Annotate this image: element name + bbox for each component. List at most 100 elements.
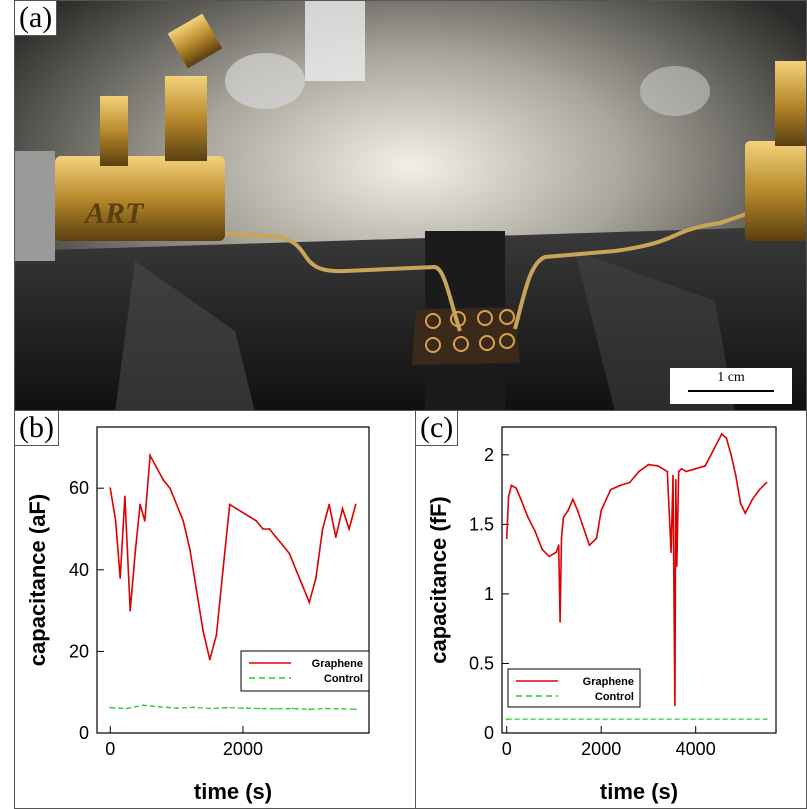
x-axis-label: time (s) bbox=[600, 779, 678, 804]
data-point-graphene bbox=[288, 552, 291, 555]
data-point-graphene bbox=[666, 470, 669, 473]
x-tick-label: 2000 bbox=[223, 739, 263, 759]
data-point-graphene bbox=[562, 516, 565, 519]
probe-brand-text: ART bbox=[83, 197, 145, 230]
data-point-graphene bbox=[685, 470, 688, 473]
data-point-graphene bbox=[765, 481, 768, 484]
data-point-graphene bbox=[321, 528, 324, 530]
data-point-graphene bbox=[751, 498, 754, 501]
left-probe-block bbox=[55, 156, 225, 241]
data-point-graphene bbox=[559, 620, 562, 623]
data-point-graphene bbox=[588, 544, 591, 547]
data-point-graphene bbox=[638, 470, 640, 473]
data-point-control bbox=[208, 707, 211, 710]
data-point-graphene bbox=[758, 488, 761, 491]
electrode-pads bbox=[425, 309, 515, 353]
data-point-graphene bbox=[720, 433, 723, 435]
data-point-graphene bbox=[581, 523, 584, 526]
data-point-control bbox=[258, 707, 261, 710]
data-point-graphene bbox=[354, 503, 357, 506]
data-point-graphene bbox=[114, 519, 117, 522]
data-point-control bbox=[765, 718, 768, 720]
series-line-graphene bbox=[109, 452, 357, 660]
chart-panel-b: (b) 0 2000 0 20 40 60 time (s) capacitance (aF)… bbox=[14, 410, 416, 809]
data-point-graphene bbox=[595, 537, 598, 540]
data-point-graphene bbox=[143, 519, 146, 522]
data-point-control bbox=[275, 708, 278, 710]
background-knob-right bbox=[640, 66, 710, 116]
data-point-graphene bbox=[734, 474, 737, 477]
y-tick-label: 20 bbox=[69, 641, 89, 661]
chart-panel-c: (c) 0 2000 4000 0 0.5 1 1.5 2 time (s) capacitanc… bbox=[415, 410, 807, 809]
background-knob bbox=[225, 53, 305, 109]
data-point-graphene bbox=[155, 466, 158, 469]
data-point-graphene bbox=[730, 453, 733, 456]
data-point-graphene bbox=[242, 511, 244, 514]
data-point-graphene bbox=[694, 467, 697, 470]
data-point-graphene bbox=[600, 509, 603, 512]
data-point-control bbox=[142, 704, 145, 707]
panel-label-c: (c) bbox=[416, 411, 459, 446]
data-point-graphene bbox=[555, 551, 558, 554]
data-point-graphene bbox=[308, 601, 311, 604]
data-point-graphene bbox=[328, 503, 331, 506]
data-point-graphene bbox=[571, 498, 574, 501]
data-point-graphene bbox=[235, 507, 238, 510]
data-point-graphene bbox=[534, 530, 536, 533]
data-point-graphene bbox=[628, 481, 631, 484]
data-point-graphene bbox=[541, 548, 544, 551]
legend-box bbox=[507, 668, 641, 708]
data-point-graphene bbox=[139, 503, 142, 506]
left-connector bbox=[100, 96, 128, 166]
y-tick-label: 60 bbox=[69, 478, 89, 498]
legend-label-graphene: Graphene bbox=[312, 658, 363, 670]
data-point-control bbox=[109, 706, 112, 709]
data-point-graphene bbox=[295, 568, 297, 571]
data-point-graphene bbox=[315, 577, 317, 579]
data-point-graphene bbox=[182, 519, 185, 522]
data-point-graphene bbox=[677, 470, 680, 473]
tape-wrinkle bbox=[115, 261, 255, 410]
y-tick-label: 2 bbox=[484, 445, 494, 465]
data-point-graphene bbox=[560, 537, 563, 540]
data-point-control bbox=[159, 705, 161, 708]
data-point-graphene bbox=[739, 502, 742, 505]
data-point-control bbox=[225, 706, 228, 709]
data-point-graphene bbox=[188, 548, 191, 551]
data-point-graphene bbox=[301, 585, 304, 588]
y-tick-label: 1.5 bbox=[469, 514, 494, 534]
y-tick-label: 1 bbox=[484, 584, 494, 604]
x-axis-label: time (s) bbox=[194, 779, 272, 804]
data-point-control bbox=[308, 708, 311, 711]
data-point-graphene bbox=[208, 658, 211, 661]
data-point-graphene bbox=[123, 495, 126, 498]
data-point-graphene bbox=[674, 478, 677, 481]
capacitance-chart-c: 0 2000 4000 0 0.5 1 1.5 2 time (s) capacitance (f… bbox=[426, 426, 777, 804]
data-point-graphene bbox=[195, 589, 198, 592]
panel-label-a: (a) bbox=[15, 1, 58, 36]
background-block bbox=[305, 1, 365, 81]
data-point-control bbox=[291, 707, 294, 710]
data-point-graphene bbox=[507, 495, 510, 498]
photo-panel-a: (a) bbox=[14, 0, 807, 411]
y-axis-label: capacitance (aF) bbox=[25, 494, 50, 666]
probe-station-photo: ART bbox=[15, 1, 806, 410]
right-connector bbox=[775, 61, 806, 146]
data-point-graphene bbox=[576, 509, 579, 512]
data-point-control bbox=[175, 707, 178, 710]
data-point-graphene bbox=[281, 544, 284, 547]
plot-frame bbox=[501, 426, 777, 734]
y-tick-label: 40 bbox=[69, 560, 89, 580]
data-point-graphene bbox=[341, 507, 344, 510]
legend-label-graphene: Graphene bbox=[583, 676, 634, 688]
data-point-graphene bbox=[656, 465, 659, 467]
right-probe-needle bbox=[513, 209, 756, 330]
left-elbow-connector bbox=[167, 13, 223, 69]
y-axis-label: capacitance (fF) bbox=[426, 496, 451, 664]
data-point-graphene bbox=[275, 536, 278, 539]
data-point-control bbox=[125, 707, 128, 710]
data-point-graphene bbox=[672, 474, 674, 477]
data-point-graphene bbox=[674, 704, 676, 707]
x-tick-label: 0 bbox=[502, 739, 512, 759]
data-point-graphene bbox=[647, 463, 650, 466]
